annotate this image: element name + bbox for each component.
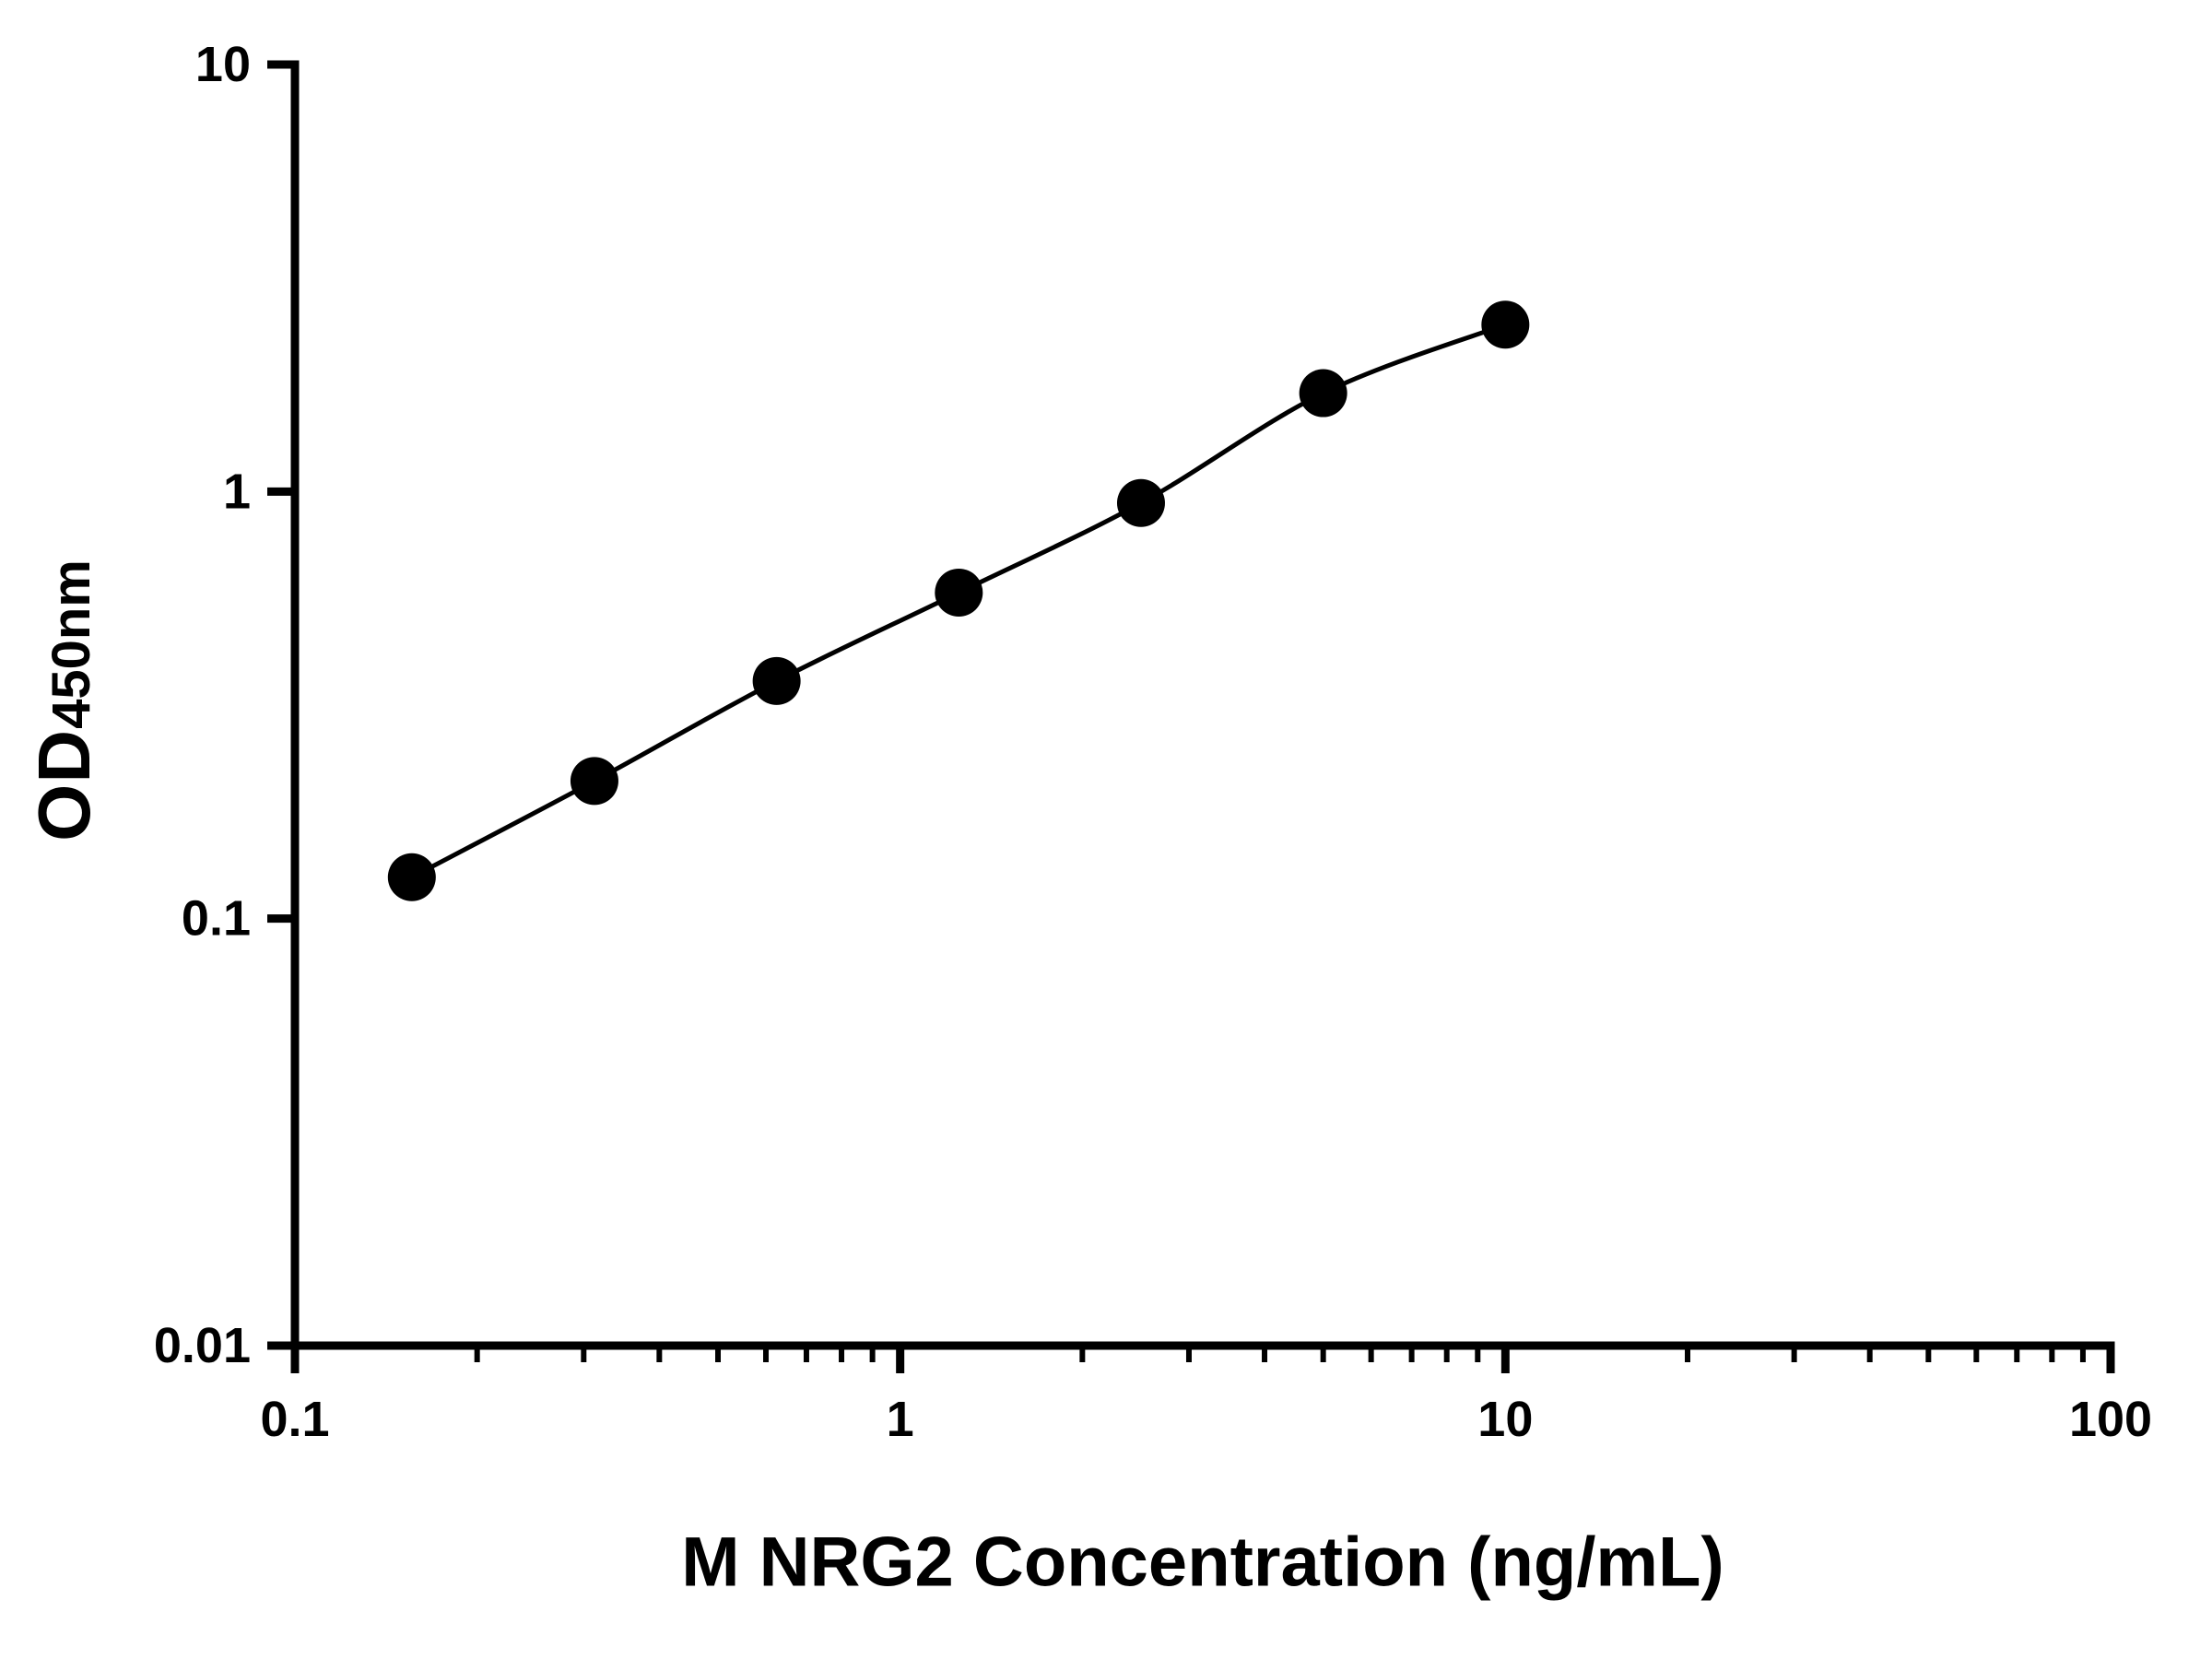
data-point: [570, 757, 618, 806]
y-tick-label: 0.1: [182, 891, 251, 947]
data-point: [1116, 478, 1165, 527]
x-tick-label: 100: [2069, 1392, 2152, 1447]
y-axis-label-main: OD: [23, 728, 105, 841]
x-axis-label: M NRG2 Concentration (ng/mL): [681, 1523, 1724, 1602]
data-point: [935, 568, 983, 617]
data-point: [387, 853, 436, 901]
data-point: [1299, 369, 1347, 418]
y-axis-label-sub: 450nm: [41, 559, 101, 729]
y-tick-label: 0.01: [154, 1318, 251, 1373]
y-tick-label: 10: [195, 37, 251, 92]
data-point: [752, 656, 801, 705]
x-tick-label: 0.1: [260, 1392, 329, 1447]
axis-lines: [290, 60, 2115, 1350]
data-point: [1481, 300, 1530, 349]
y-tick-label: 1: [223, 464, 251, 519]
x-tick-label: 1: [887, 1392, 914, 1447]
y-axis-label: OD450nm: [22, 559, 107, 841]
x-tick-label: 10: [1477, 1392, 1533, 1447]
